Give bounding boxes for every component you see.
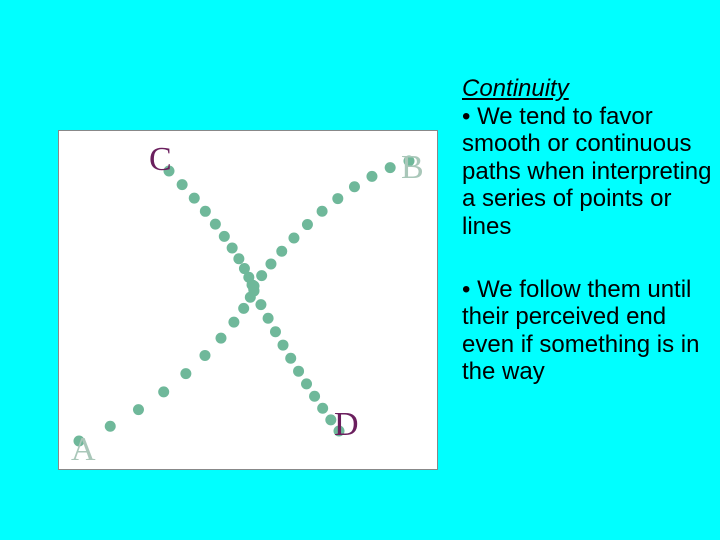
label-b: B: [401, 149, 424, 187]
label-a: A: [71, 431, 96, 469]
bullet-2: • We follow them until their perceived e…: [462, 276, 720, 386]
dotted-curves: [59, 131, 439, 471]
continuity-diagram: A B C D: [58, 130, 438, 470]
text-panel: Continuity • We tend to favor smooth or …: [462, 75, 720, 386]
label-c: C: [149, 141, 172, 179]
slide-title: Continuity: [462, 75, 720, 103]
bullet-1: • We tend to favor smooth or continuous …: [462, 103, 720, 241]
label-d: D: [334, 406, 359, 444]
